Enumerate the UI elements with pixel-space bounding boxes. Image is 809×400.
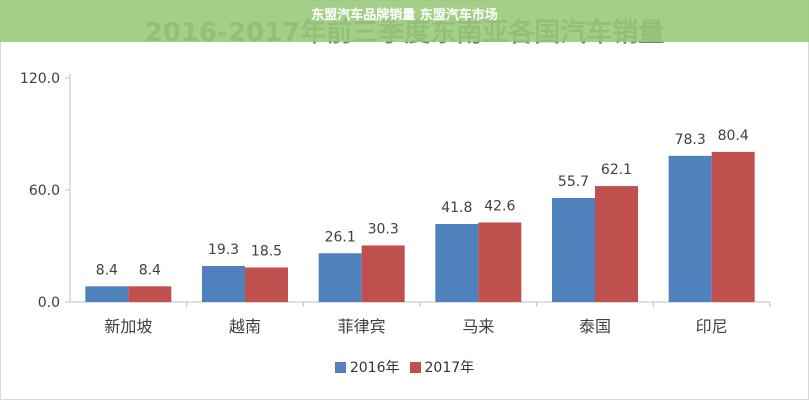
bar-2017 [245, 267, 288, 302]
data-label: 42.6 [484, 198, 515, 214]
bar-2017 [478, 222, 522, 302]
bar-2016 [202, 265, 245, 302]
bar-2017 [361, 245, 405, 302]
data-label: 80.4 [718, 128, 749, 144]
data-label: 18.5 [251, 243, 282, 259]
x-tick-label: 印尼 [696, 317, 728, 336]
y-tick-label: 60.0 [29, 183, 60, 199]
bar-2016 [85, 286, 129, 302]
bar-2017 [595, 186, 638, 302]
legend-item-2016: 2016年 [334, 357, 400, 377]
bar-2017 [128, 286, 172, 302]
data-label: 78.3 [675, 132, 706, 148]
data-label: 62.1 [601, 162, 632, 178]
x-tick-label: 菲律宾 [338, 317, 386, 336]
data-label: 26.1 [325, 229, 356, 245]
bar-2016 [435, 223, 479, 302]
bar-2016 [318, 253, 362, 302]
data-label: 55.7 [558, 174, 589, 190]
caption-banner: 东盟汽车品牌销量 东盟汽车市场 [0, 0, 809, 42]
data-label: 30.3 [368, 221, 399, 237]
bar-2016 [552, 198, 595, 302]
bar-2017 [711, 151, 755, 302]
x-tick-label: 越南 [229, 317, 261, 336]
data-label: 8.4 [139, 262, 161, 278]
legend-label-2017: 2017年 [424, 360, 475, 376]
x-tick-label: 马来 [462, 317, 494, 336]
data-label: 41.8 [441, 200, 472, 216]
x-tick-label: 新加坡 [104, 317, 152, 336]
legend-swatch-2017 [409, 361, 421, 373]
y-tick-label: 0.0 [38, 295, 60, 311]
x-tick-label: 泰国 [579, 317, 611, 336]
data-label: 8.4 [96, 262, 118, 278]
data-label: 19.3 [208, 242, 239, 258]
legend-item-2017: 2017年 [409, 357, 475, 377]
legend: 2016年 2017年 [0, 357, 809, 377]
y-tick-label: 120.0 [20, 71, 60, 87]
legend-label-2016: 2016年 [349, 360, 400, 376]
caption-text: 东盟汽车品牌销量 东盟汽车市场 [311, 7, 498, 23]
legend-swatch-2016 [334, 361, 346, 373]
bar-2016 [668, 155, 712, 302]
